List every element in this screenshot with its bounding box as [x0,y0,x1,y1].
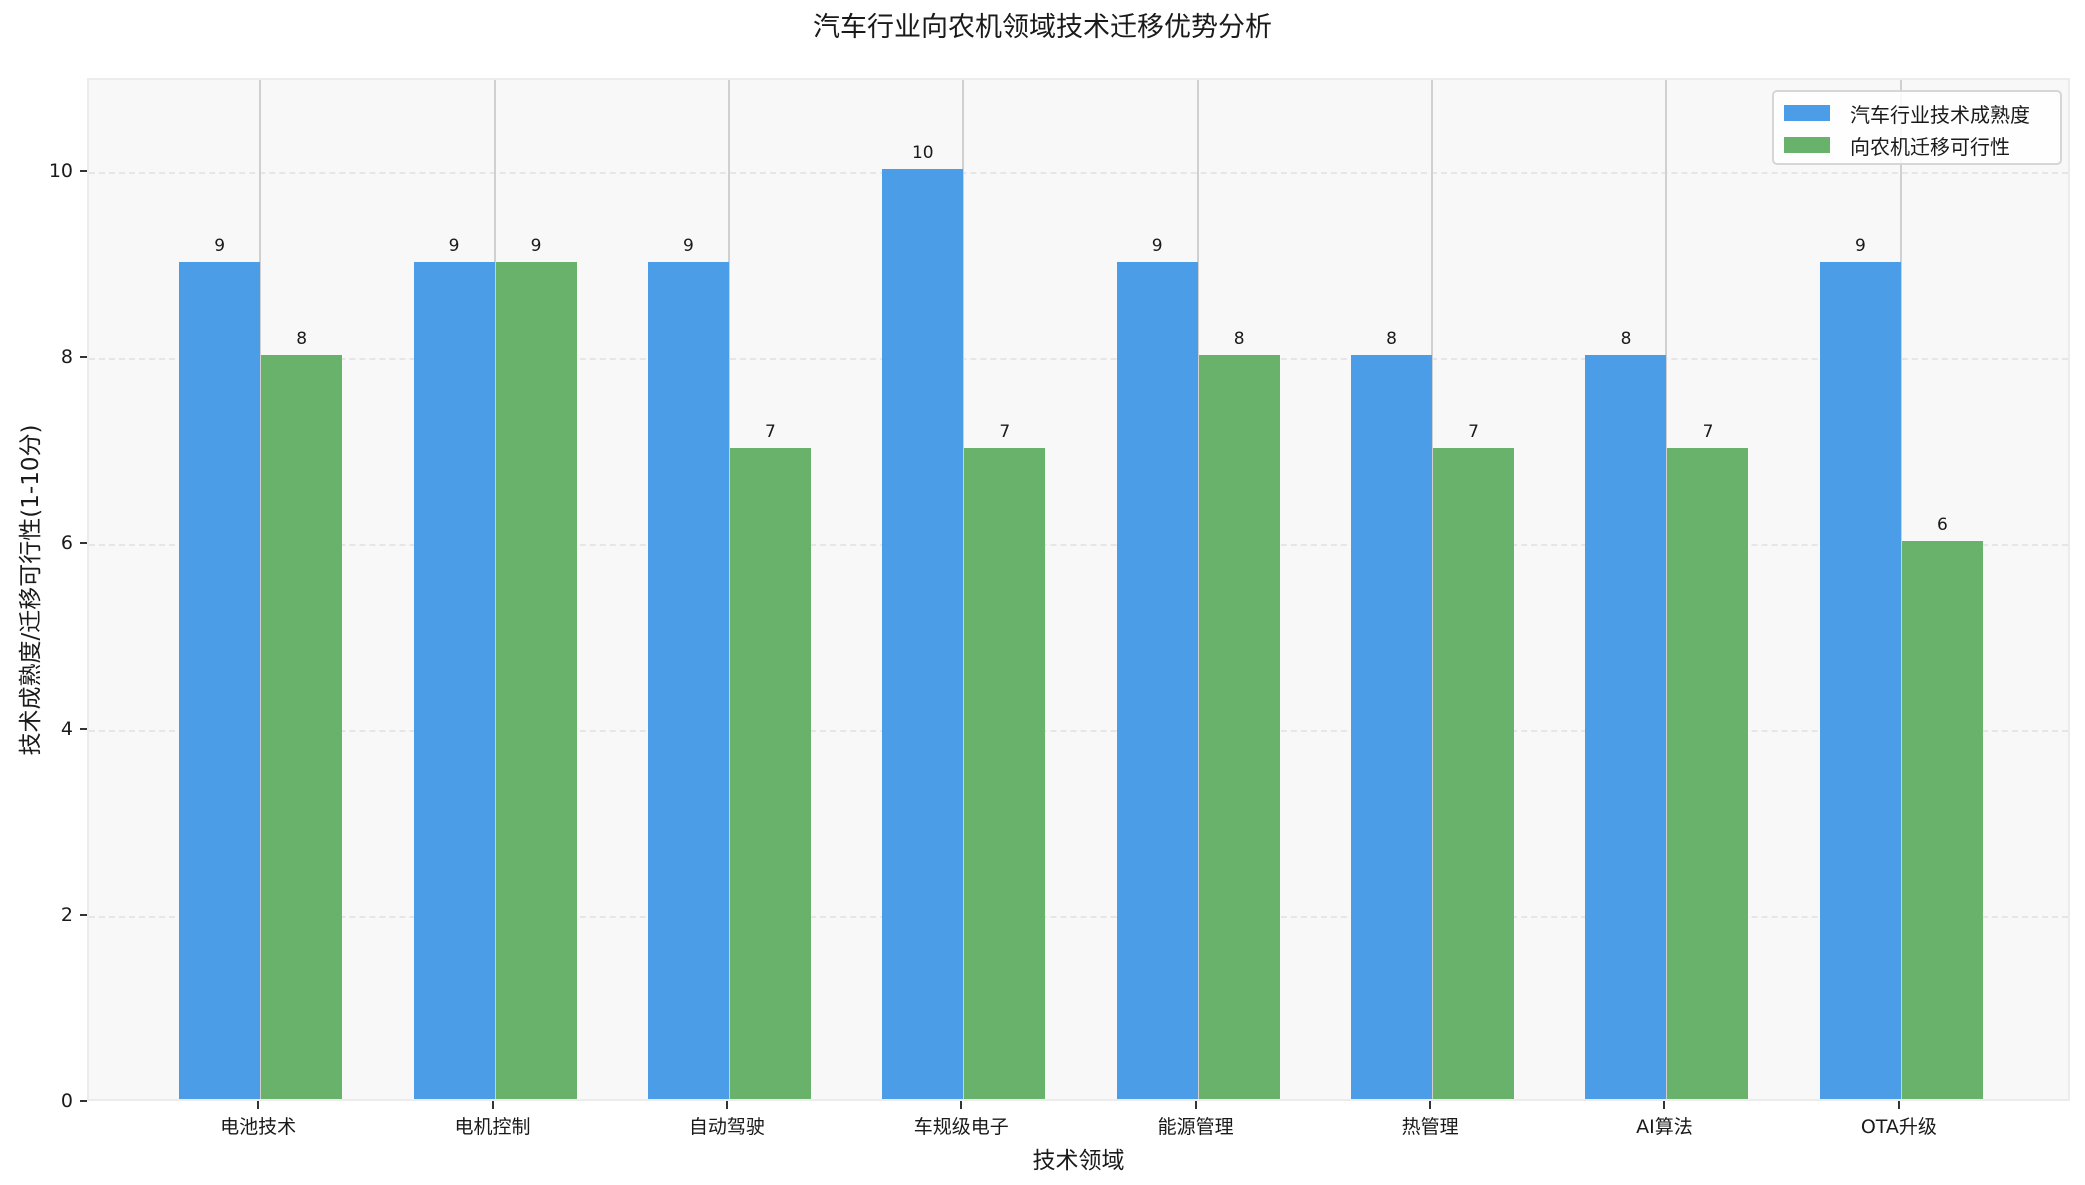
bar-maturity [1585,355,1667,1099]
y-tick-mark [80,914,87,916]
legend-label: 向农机迁移可行性 [1850,134,2010,159]
category-divider [259,80,262,1099]
y-tick-mark [80,542,87,544]
bar-value-label: 6 [1936,515,1948,535]
bar-maturity [1351,355,1433,1099]
x-tick-label: 热管理 [1401,1116,1459,1138]
bar-value-label: 7 [1702,422,1714,442]
x-tick-label: AI算法 [1636,1116,1693,1138]
x-tick-label: 能源管理 [1157,1116,1234,1138]
bar-value-label: 7 [1468,422,1479,442]
bar-maturity [1819,262,1901,1099]
y-tick-label: 8 [60,346,73,368]
category-divider [1665,80,1668,1099]
bar-maturity [1116,262,1198,1099]
bar-value-label: 8 [296,329,308,349]
y-tick-label: 4 [60,718,73,740]
bar-maturity [647,262,729,1099]
x-tick-mark [1897,1101,1900,1109]
x-tick-mark [257,1101,260,1109]
gridline [89,544,2068,546]
chart-title: 汽车行业向农机领域技术迁移优势分析 [813,12,1272,43]
bar-value-label: 9 [682,236,694,256]
gridline [89,916,2068,918]
bar-value-label: 9 [448,236,460,256]
bar-feasibility [964,448,1046,1099]
gridline [89,172,2068,174]
y-tick-mark [80,728,87,730]
category-divider [1196,80,1199,1099]
y-axis-label: 技术成熟度/迁移可行性(1-10分) [18,424,44,756]
x-tick-label: OTA升级 [1860,1116,1937,1138]
x-tick-mark [725,1101,728,1109]
bar-value-label: 8 [1620,329,1632,349]
gridline [89,730,2068,732]
bar-value-label: 9 [1854,236,1866,256]
bar-maturity [413,262,495,1099]
bar-feasibility [495,262,577,1099]
category-divider [1899,80,1902,1099]
bar-maturity [179,262,261,1099]
legend: 汽车行业技术成熟度 向农机迁移可行性 [1772,90,2062,165]
bar-value-label: 7 [764,422,776,442]
x-tick-mark [1429,1101,1432,1109]
legend-label: 汽车行业技术成熟度 [1850,102,2030,127]
legend-swatch-blue [1784,105,1830,121]
category-divider [1431,80,1434,1099]
x-tick-mark [1663,1101,1666,1109]
x-tick-label: 车规级电子 [913,1116,1009,1138]
x-tick-mark [491,1101,494,1109]
category-divider [493,80,496,1099]
legend-item-feasibility: 向农机迁移可行性 [1784,130,2010,160]
category-divider [962,80,965,1099]
x-tick-mark [960,1101,963,1109]
category-divider [727,80,730,1099]
bar-value-label: 9 [214,236,226,256]
bar-feasibility [261,355,343,1099]
y-tick-label: 6 [60,532,73,554]
plot-area: 9 8 9 9 9 7 10 7 9 8 8 7 8 7 9 6 [87,78,2070,1101]
legend-item-maturity: 汽车行业技术成熟度 [1784,98,2030,128]
y-tick-mark [80,356,87,358]
x-tick-label: 自动驾驶 [688,1116,765,1138]
bar-feasibility [1198,355,1280,1099]
legend-swatch-green [1784,137,1830,153]
y-tick-mark [80,1100,87,1102]
bar-feasibility [1901,541,1983,1099]
y-tick-label: 2 [60,904,73,926]
x-tick-mark [1194,1101,1197,1109]
gridline [89,358,2068,360]
bar-feasibility [1433,448,1515,1099]
y-tick-label: 0 [60,1090,73,1112]
x-axis-label: 技术领域 [1032,1148,1125,1174]
y-tick-label: 10 [48,160,73,182]
bar-value-label: 8 [1386,329,1397,349]
bar-feasibility [1667,448,1749,1099]
x-tick-label: 电池技术 [220,1116,297,1138]
bar-maturity [882,169,964,1099]
x-tick-label: 电机控制 [454,1116,531,1138]
bar-value-label: 9 [530,236,542,256]
y-tick-mark [80,170,87,172]
bar-feasibility [729,448,811,1099]
bar-value-label: 10 [911,143,934,163]
bar-value-label: 7 [999,422,1011,442]
bar-value-label: 8 [1233,329,1245,349]
bar-value-label: 9 [1151,236,1163,256]
